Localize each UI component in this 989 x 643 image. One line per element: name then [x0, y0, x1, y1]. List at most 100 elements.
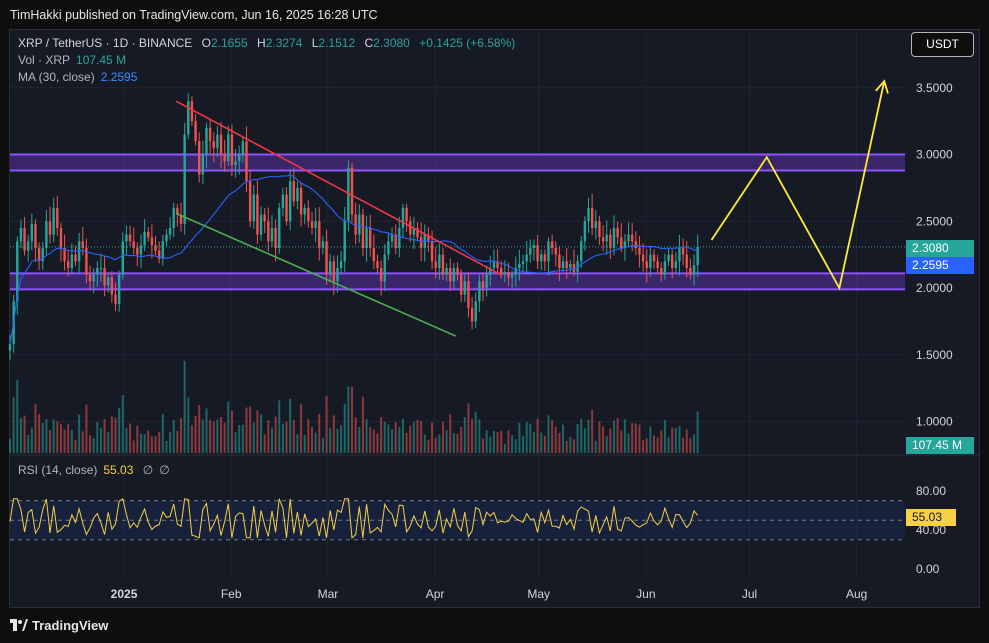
candle-body — [496, 261, 499, 268]
volume-bar — [165, 440, 168, 453]
volume-bar — [678, 426, 681, 453]
tradingview-logo[interactable]: TradingView — [10, 618, 108, 633]
volume-bar — [463, 417, 466, 453]
volume-bar — [394, 422, 397, 453]
projection-line[interactable] — [710, 80, 886, 291]
volume-bar — [267, 420, 270, 453]
volume-bar — [176, 431, 179, 453]
volume-bar — [503, 443, 506, 453]
volume-bar — [89, 435, 92, 453]
volume-bar — [270, 427, 273, 453]
volume-bar — [150, 436, 153, 453]
candle-body — [540, 254, 543, 262]
candle-body — [656, 261, 659, 268]
volume-bar — [682, 437, 685, 453]
volume-bar — [212, 421, 215, 453]
candlesticks — [8, 93, 699, 361]
volume-bar — [223, 422, 226, 453]
volume-bar — [441, 421, 444, 453]
candle-body — [594, 221, 597, 228]
candle-body — [147, 231, 150, 238]
candle-body — [212, 141, 215, 148]
volume-bar — [693, 434, 696, 453]
candle-body — [343, 221, 346, 262]
volume-bar — [216, 419, 219, 453]
candle-body — [16, 241, 19, 302]
volume-bar — [449, 414, 452, 453]
volume-bar — [663, 419, 666, 453]
symbol-name[interactable]: XRP / TetherUS · 1D · BINANCE — [18, 36, 193, 50]
trendlines — [175, 100, 502, 337]
candle-body — [583, 221, 587, 242]
candle-body — [267, 221, 270, 242]
candle-body — [660, 267, 663, 275]
volume-bar — [205, 408, 208, 453]
volume-bar — [554, 427, 557, 453]
candle-body — [256, 194, 259, 235]
legend-ma[interactable]: MA (30, close) 2.2595 — [18, 70, 137, 84]
volume-bar — [456, 433, 459, 453]
volume-bar — [161, 414, 164, 453]
volume-bar — [343, 403, 346, 453]
rsi-tag: 55.03 — [906, 509, 956, 526]
legend-rsi[interactable]: RSI (14, close) 55.03 ∅ ∅ — [18, 463, 170, 477]
volume-bar — [245, 407, 248, 453]
volume-bar — [423, 434, 426, 453]
volume-bar — [562, 424, 565, 453]
volume-bar — [536, 418, 539, 453]
candle-body — [96, 267, 99, 275]
candle-body — [92, 274, 95, 282]
high-label: H — [257, 36, 266, 50]
candle-body — [401, 207, 405, 228]
rsi-tick-label: 0.00 — [916, 562, 940, 576]
candle-body — [190, 101, 194, 122]
candle-body — [627, 234, 630, 242]
volume-bar — [329, 427, 332, 453]
candle-body — [419, 237, 423, 248]
candle-body — [438, 254, 441, 268]
candle-body — [150, 237, 154, 246]
rsi-tick-label: 40.00 — [916, 523, 946, 537]
volume-bar — [369, 427, 372, 453]
close-label: C — [364, 36, 374, 50]
chart-frame[interactable] — [9, 29, 980, 608]
volume-bar — [361, 396, 364, 453]
rsi-empty-1: ∅ — [142, 463, 154, 477]
time-tick-label: Apr — [426, 587, 445, 601]
volume-bar — [74, 439, 77, 453]
candle-body — [365, 227, 368, 248]
candle-body — [412, 227, 416, 235]
candle-body — [689, 267, 692, 275]
volume-bar — [634, 423, 637, 453]
descending-resistance-line[interactable] — [175, 100, 502, 276]
candle-body — [77, 241, 81, 262]
volume-bar — [310, 427, 313, 453]
volume-bar — [492, 431, 495, 453]
candle-body — [85, 247, 88, 275]
volume-bar — [376, 433, 379, 453]
volume-bar — [500, 431, 503, 453]
volume-bar — [518, 422, 521, 453]
volume-bar — [70, 430, 73, 453]
zone-fill — [10, 273, 905, 290]
volume-bar — [478, 419, 481, 453]
legend-volume[interactable]: Vol · XRP 107.45 M — [18, 53, 126, 67]
volume-bar — [365, 419, 368, 453]
candle-body — [499, 267, 503, 275]
candle-body — [681, 247, 685, 255]
volume-bar — [685, 429, 688, 453]
volume-bar — [351, 386, 354, 453]
volume-bar — [631, 423, 634, 453]
volume-bar — [511, 435, 514, 453]
candle-body — [685, 254, 688, 268]
volume-bar — [572, 439, 575, 453]
volume-bar — [405, 432, 408, 453]
volume-bar — [9, 438, 11, 453]
volume-bar — [12, 397, 15, 453]
descending-support-line[interactable] — [175, 212, 457, 337]
volume-bar — [340, 425, 343, 453]
currency-button[interactable]: USDT — [911, 32, 974, 57]
candle-body — [634, 241, 638, 248]
candle-body — [507, 271, 510, 278]
